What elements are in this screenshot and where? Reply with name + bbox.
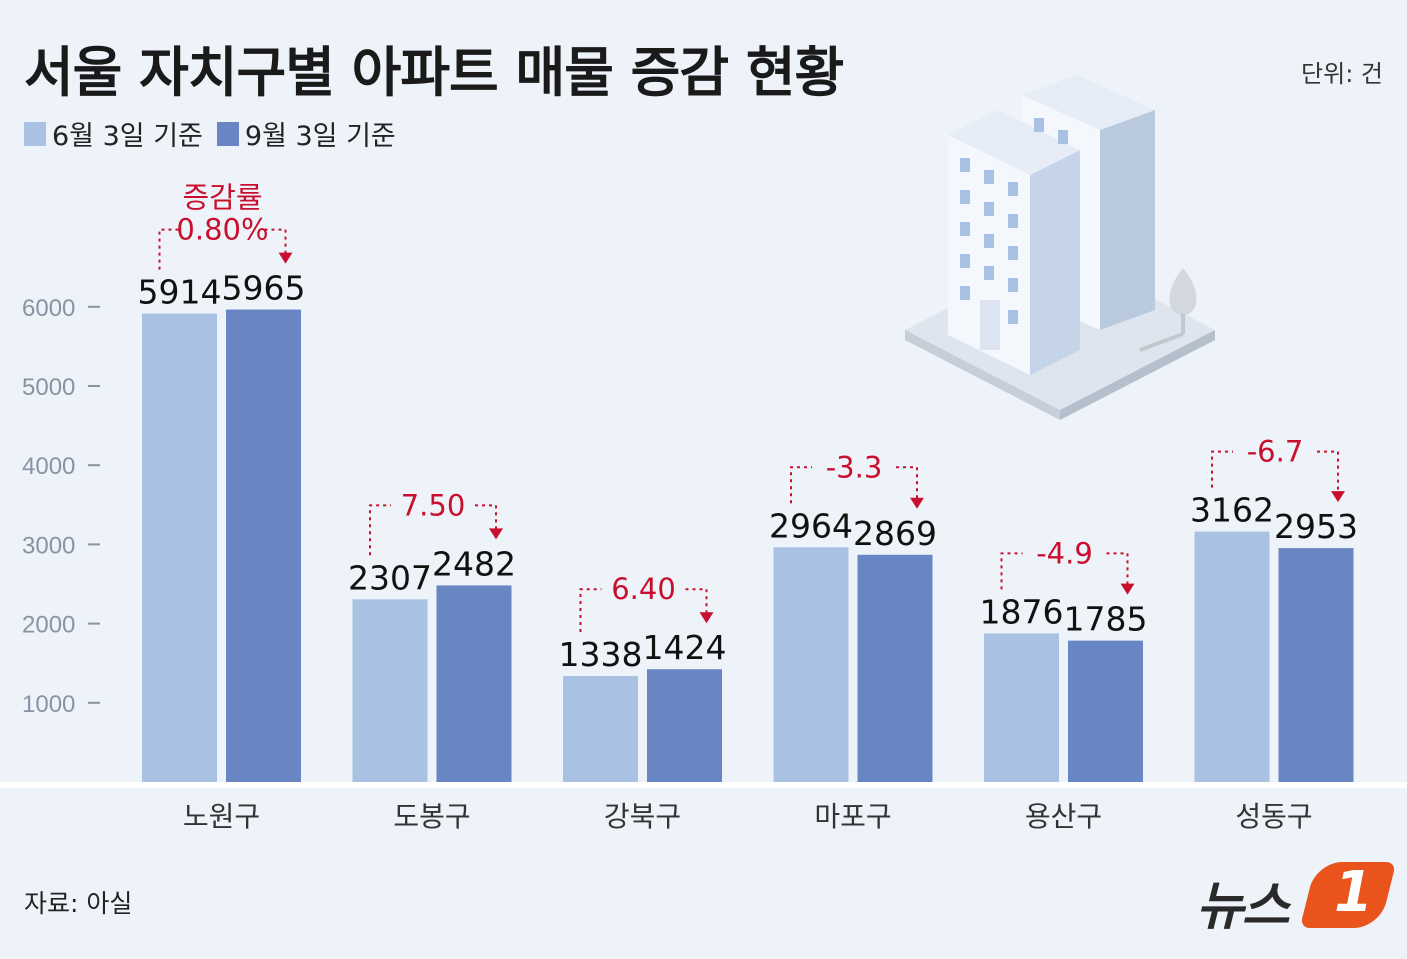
y-tick-label: 6000 xyxy=(22,295,75,322)
legend: 6월 3일 기준 9월 3일 기준 xyxy=(24,114,396,153)
bar-value-label: 2964 xyxy=(769,506,853,545)
category-label: 노원구 xyxy=(183,800,260,833)
bar-june xyxy=(1194,531,1270,782)
bar-value-label: 1876 xyxy=(980,592,1064,631)
bar-value-label: 1424 xyxy=(643,628,727,667)
bar-june xyxy=(773,547,849,782)
category-label: 강북구 xyxy=(604,800,681,833)
bar-june xyxy=(142,313,217,782)
change-bracket-right xyxy=(264,228,287,254)
change-rate-label: -3.3 xyxy=(826,450,883,484)
y-tick-label: 3000 xyxy=(22,532,75,559)
logo-badge-number: 1 xyxy=(1334,860,1373,925)
chart-title: 서울 자치구별 아파트 매물 증감 현황 xyxy=(24,41,844,104)
change-arrow-icon xyxy=(1331,491,1345,503)
change-bracket-right xyxy=(1106,552,1129,585)
change-bracket-left xyxy=(1000,552,1023,590)
change-bracket-left xyxy=(790,466,812,504)
apartment-building-illustration xyxy=(905,75,1215,420)
legend-swatch-june xyxy=(24,121,46,146)
y-tick-label: 4000 xyxy=(22,453,75,480)
news1-logo: 뉴스 1 xyxy=(1196,858,1397,937)
category-label: 용산구 xyxy=(1025,800,1102,833)
change-rate-label: -6.7 xyxy=(1247,435,1304,469)
change-rate-label: 0.80% xyxy=(176,213,268,247)
bar-september xyxy=(647,669,722,782)
bar-value-label: 5914 xyxy=(138,273,222,312)
bar-value-label: 2482 xyxy=(432,544,516,583)
legend-label-september: 9월 3일 기준 xyxy=(244,121,396,152)
unit-label: 단위: 건 xyxy=(1301,60,1383,88)
legend-label-june: 6월 3일 기준 xyxy=(52,121,203,152)
x-axis-baseline xyxy=(0,782,1407,788)
change-bracket-right xyxy=(896,466,918,499)
category-label: 성동구 xyxy=(1235,800,1312,833)
bar-june xyxy=(984,633,1059,782)
change-bracket-right xyxy=(685,588,708,614)
legend-swatch-september xyxy=(216,121,239,146)
bar-june xyxy=(352,599,428,782)
bar-september xyxy=(1278,548,1354,782)
logo-wordmark: 뉴스 xyxy=(1196,877,1290,937)
bar-september xyxy=(226,309,301,782)
change-arrow-icon xyxy=(278,252,293,264)
change-bracket-right xyxy=(1317,450,1339,493)
change-bracket-left xyxy=(579,588,602,633)
change-arrow-icon xyxy=(1120,583,1135,595)
legend-item-september: 9월 3일 기준 xyxy=(216,114,396,153)
bar-september xyxy=(436,585,512,782)
change-arrow-icon xyxy=(910,497,924,509)
bar-september xyxy=(1068,640,1143,782)
bar-value-label: 2307 xyxy=(348,558,432,597)
bar-september xyxy=(857,554,933,782)
change-arrow-icon xyxy=(489,528,503,540)
bar-value-label: 2953 xyxy=(1274,507,1358,546)
change-rate-label: -4.9 xyxy=(1036,536,1093,570)
bar-value-label: 3162 xyxy=(1190,491,1274,530)
bar-value-label: 2869 xyxy=(853,514,937,553)
change-bracket-left xyxy=(369,504,391,556)
legend-item-june: 6월 3일 기준 xyxy=(24,114,203,153)
y-tick-label: 5000 xyxy=(22,374,75,401)
category-label: 도봉구 xyxy=(393,800,470,833)
change-bracket-right xyxy=(475,504,497,530)
change-arrow-icon xyxy=(699,612,714,624)
change-bracket-left xyxy=(1211,450,1233,488)
bar-value-label: 1338 xyxy=(559,635,643,674)
bar-june xyxy=(563,676,638,782)
bar-value-label: 1785 xyxy=(1064,600,1148,639)
y-tick-label: 1000 xyxy=(22,691,75,718)
change-rate-title: 증감률 xyxy=(182,181,262,215)
source-note: 자료: 아실 xyxy=(24,889,133,918)
category-label: 마포구 xyxy=(814,800,891,833)
change-rate-label: 6.40 xyxy=(611,572,676,606)
bar-value-label: 5965 xyxy=(222,269,306,308)
change-rate-label: 7.50 xyxy=(401,488,466,522)
y-tick-label: 2000 xyxy=(22,612,75,639)
